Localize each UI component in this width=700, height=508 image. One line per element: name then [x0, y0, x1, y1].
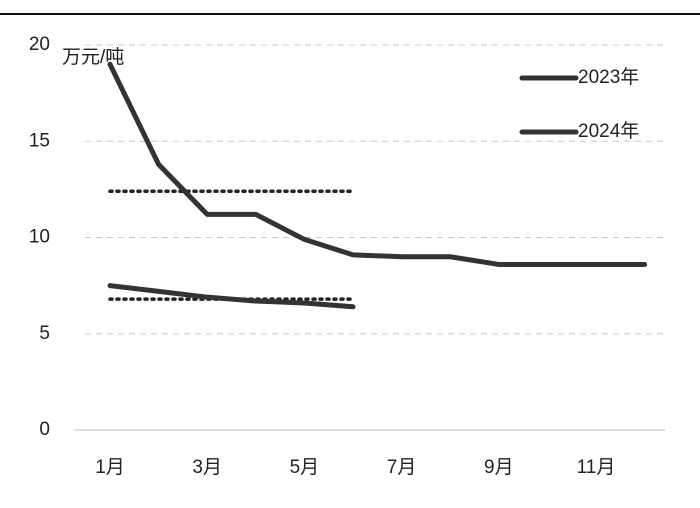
x-tick-label: 5月	[290, 457, 320, 478]
x-tick-label: 1月	[95, 457, 125, 478]
y-unit: 万元/吨	[62, 46, 124, 68]
series-line	[107, 61, 648, 267]
x-tick-label: 7月	[387, 457, 417, 478]
legend-label: 2024年	[578, 120, 639, 142]
legend-label: 2023年	[578, 66, 639, 88]
x-tick-label: 3月	[192, 457, 222, 478]
y-tick-label: 20	[29, 34, 50, 55]
series-line	[107, 283, 356, 310]
x-tick-label: 11月	[577, 457, 616, 478]
y-tick-label: 10	[29, 227, 50, 248]
y-tick-label: 0	[39, 419, 50, 440]
y-tick-label: 15	[29, 130, 50, 151]
y-tick-label: 5	[39, 323, 50, 344]
x-tick-label: 9月	[484, 457, 514, 478]
